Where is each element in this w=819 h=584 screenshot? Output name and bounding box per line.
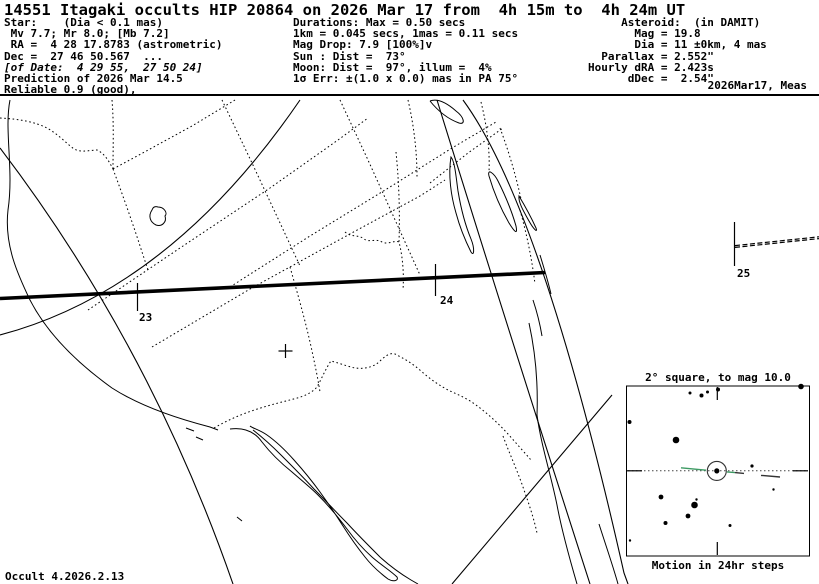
header-line: Mag = 19.8 <box>588 27 701 41</box>
coastlines <box>6 99 619 584</box>
header-line-of-date: [of Date: 4 29 55, 27 50 24] <box>4 60 203 74</box>
asteroid-info-column: Asteroid: (in DAMIT) Mag = 19.8 Dia = 11… <box>588 17 767 84</box>
path-hour-ticks <box>136 222 736 311</box>
gulf-coast-segment <box>598 523 619 584</box>
header-line: Prediction of 2026 Mar 14.5 <box>4 71 183 85</box>
header-line: Star: (Dia < 0.1 mas) <box>4 16 163 29</box>
header-line: Reliable 0.9 (good), <box>4 83 137 97</box>
header-line: Asteroid: (in DAMIT) <box>588 16 761 29</box>
header-line: Sun : Dist = 73° <box>293 49 406 63</box>
header-line: 1km = 0.045 secs, 1mas = 0.11 secs <box>293 27 519 41</box>
header-line: Durations: Max = 0.50 secs <box>293 16 466 29</box>
header-line: dDec = 2.54" <box>588 71 714 85</box>
lake-superior <box>429 99 464 124</box>
parallel-line-south <box>451 394 613 584</box>
header-line: 1σ Err: ±(1.0 x 0.0) mas in PA 75° <box>293 71 519 85</box>
lake-michigan <box>449 155 475 254</box>
header-line: Dec = 27 46 50.567 ... <box>4 49 163 63</box>
event-info-column: Durations: Max = 0.50 secs 1km = 0.045 s… <box>293 17 518 84</box>
east-shoreline <box>532 254 552 337</box>
baja-california-coast <box>229 425 398 582</box>
pacific-coast <box>6 99 219 431</box>
ephemeris-date-label: 2026Mar17, Meas <box>707 79 807 92</box>
header-line: RA = 4 28 17.8783 (astrometric) <box>4 38 223 52</box>
header-line: Mag Drop: 7.9 [100%]v <box>293 38 433 52</box>
lakes <box>149 99 552 337</box>
meridian-line-east <box>436 99 591 584</box>
path-tick-label: 25 <box>737 267 751 280</box>
inset-stars <box>627 383 804 542</box>
parallel-line <box>0 99 301 336</box>
header-map-divider <box>0 94 819 96</box>
gulf-of-mexico-coast <box>528 322 578 584</box>
earth-limb-arc <box>462 99 629 584</box>
state-borders <box>0 99 538 534</box>
page-title: 14551 Itagaki occults HIP 20864 on 2026 … <box>4 1 686 19</box>
us-mexico-border <box>213 353 532 461</box>
star-field-inset <box>626 383 810 557</box>
graticule-lines <box>0 99 629 584</box>
header-line: Moon: Dist = 97°, illum = 4% <box>293 60 492 74</box>
channel-islands <box>185 427 243 522</box>
great-salt-lake <box>149 206 167 226</box>
target-star-circle <box>706 460 727 481</box>
star-info-column: Star: (Dia < 0.1 mas) Mv 7.7; Mr 8.0; [M… <box>4 16 223 97</box>
header-line: Hourly dRA = 2.423s <box>588 60 714 74</box>
occultation-path-line <box>0 270 546 301</box>
mexico-mainland-coast <box>252 429 419 584</box>
inset-title: 2° square, to mag 10.0 <box>645 371 791 384</box>
header-line: Dia = 11 ±0km, 4 mas <box>588 38 767 52</box>
meridian-line <box>0 147 234 584</box>
occultation-path-dashed <box>734 236 819 248</box>
map-center-cross <box>278 344 293 358</box>
asteroid-motion-track <box>680 467 781 478</box>
header-line: Mv 7.7; Mr 8.0; [Mb 7.2] <box>4 27 170 41</box>
inset-caption: Motion in 24hr steps <box>651 559 785 572</box>
lake-erie <box>518 194 537 231</box>
path-tick-label: 23 <box>139 311 153 324</box>
path-tick-label: 24 <box>440 294 454 307</box>
header-line: Parallax = 2.552" <box>588 49 714 63</box>
lake-huron <box>488 171 517 233</box>
app-version-label: Occult 4.2026.2.13 <box>5 570 125 583</box>
